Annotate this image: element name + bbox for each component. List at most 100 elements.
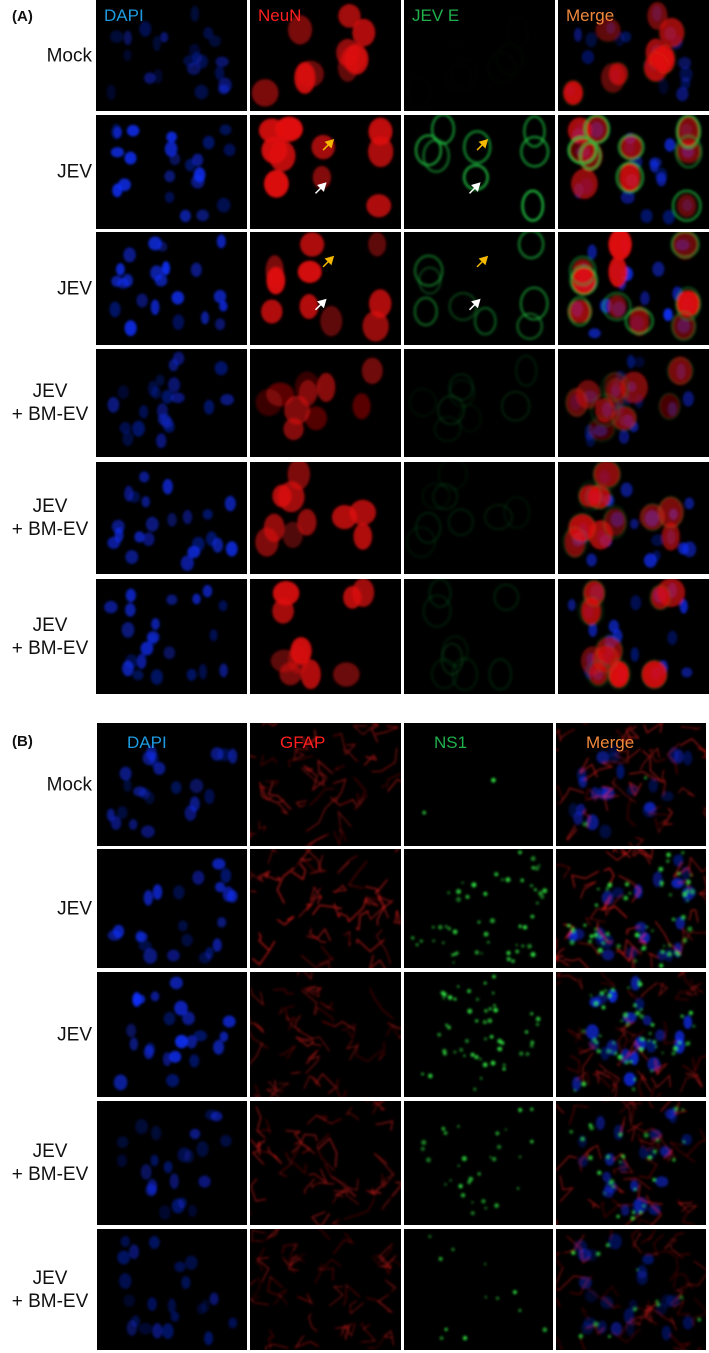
panel-a-micrograph-neun — [250, 349, 401, 457]
yellow-arrow-icon — [476, 255, 489, 268]
row-label: JEV + BM-EV — [6, 495, 94, 541]
yellow-arrow-icon — [322, 138, 335, 151]
row-label-line1: JEV — [57, 161, 92, 183]
micrograph-image — [561, 462, 697, 568]
channel-header: NeuN — [258, 6, 302, 25]
row-label-line1: JEV — [57, 1024, 92, 1045]
panel-b-micrograph-ns1 — [404, 1229, 553, 1350]
panel-a-micrograph-dapi — [96, 115, 247, 229]
channel-header: DAPI — [104, 6, 144, 25]
micrograph-image — [556, 1101, 706, 1225]
micrograph-image — [413, 232, 549, 340]
panel-a-micrograph-merge: Merge — [558, 0, 709, 111]
panel-a-micrograph-dapi — [96, 462, 247, 574]
micrograph-image — [107, 351, 235, 449]
row-label: Mock — [0, 773, 92, 796]
micrograph-image — [563, 1, 693, 105]
row-label-line2: + BM-EV — [11, 1290, 89, 1312]
micrograph-image — [106, 5, 232, 101]
micrograph-image — [556, 849, 706, 968]
micrograph-image — [255, 357, 383, 441]
panel-b-micrograph-ns1 — [404, 1101, 553, 1225]
panel-b-micrograph-gfap — [250, 849, 401, 968]
micrograph-image — [117, 1235, 238, 1346]
micrograph-image — [250, 1229, 401, 1350]
panel-b-micrograph-dapi — [97, 972, 247, 1097]
row-label-line2: + BM-EV — [11, 637, 89, 659]
channel-header: DAPI — [127, 733, 167, 752]
row-label: JEV + BM-EV — [6, 1267, 94, 1313]
panel-a-micrograph-jev-e — [404, 349, 555, 457]
panel-b-micrograph-ns1 — [404, 972, 553, 1097]
panel-b-micrograph-gfap — [250, 1101, 401, 1225]
white-arrow-icon — [468, 298, 481, 311]
panel-b-micrograph-merge — [556, 1101, 706, 1225]
micrograph-image — [556, 723, 706, 846]
micrograph-image — [567, 579, 693, 691]
panel-a-micrograph-neun — [250, 462, 401, 574]
panel-a-label: (A) — [12, 8, 33, 25]
micrograph-image — [255, 462, 377, 557]
micrograph-image — [567, 232, 702, 342]
channel-header: GFAP — [280, 733, 326, 752]
white-arrow-icon — [314, 298, 327, 311]
panel-a-micrograph-dapi — [96, 349, 247, 457]
micrograph-image — [428, 1235, 548, 1341]
panel-b-micrograph-gfap: GFAP — [250, 723, 401, 846]
micrograph-image — [250, 723, 401, 846]
micrograph-image — [116, 1109, 232, 1220]
row-label-line1: JEV — [32, 381, 68, 402]
panel-a-micrograph-neun — [250, 115, 401, 229]
micrograph-image — [104, 584, 228, 685]
row-label: JEV — [0, 161, 92, 184]
micrograph-image — [107, 858, 238, 964]
micrograph-image — [411, 850, 548, 964]
row-label-line1: JEV — [32, 496, 68, 517]
row-label-line1: JEV — [57, 278, 92, 299]
row-label-line1: JEV — [32, 614, 68, 636]
panel-b-micrograph-merge — [556, 1229, 706, 1350]
micrograph-image — [107, 471, 238, 571]
row-label-line1: JEV — [57, 898, 92, 919]
micrograph-image — [109, 234, 228, 337]
micrograph-image — [250, 849, 401, 968]
panel-b-micrograph-ns1 — [404, 849, 553, 968]
channel-header: NS1 — [434, 733, 468, 752]
panel-a-micrograph-jev-e — [404, 232, 555, 345]
micrograph-image — [270, 579, 375, 690]
panel-b-label: (B) — [12, 733, 33, 750]
row-label-line2: + BM-EV — [11, 519, 89, 540]
panel-b-micrograph-merge: Merge — [556, 723, 706, 846]
row-label: JEV — [0, 897, 92, 920]
panel-a-micrograph-jev-e — [404, 115, 555, 229]
panel-a-micrograph-neun: NeuN — [250, 0, 401, 111]
panel-a-micrograph-jev-e — [404, 579, 555, 694]
row-label-line1: JEV — [32, 1267, 68, 1289]
channel-header: Merge — [566, 6, 615, 25]
micrograph-image — [556, 1229, 706, 1350]
micrograph-image — [261, 232, 392, 342]
micrograph-image — [408, 354, 538, 443]
panel-a-micrograph-merge — [558, 115, 709, 229]
panel-a-micrograph-merge — [558, 232, 709, 345]
channel-header: JEV E — [412, 6, 460, 25]
micrograph-image — [250, 1101, 401, 1225]
panel-a-micrograph-merge — [558, 579, 709, 694]
panel-a-micrograph-dapi — [96, 232, 247, 345]
yellow-arrow-icon — [476, 138, 489, 151]
micrograph-image — [420, 1107, 534, 1216]
white-arrow-icon — [468, 182, 481, 194]
channel-header: Merge — [586, 733, 635, 752]
row-label: JEV + BM-EV — [6, 1140, 94, 1186]
panel-a-micrograph-merge — [558, 462, 709, 574]
micrograph-image — [113, 976, 236, 1091]
row-label: JEV + BM-EV — [6, 380, 94, 426]
micrograph-image — [251, 4, 376, 107]
row-label-line1: Mock — [46, 774, 92, 795]
micrograph-image — [422, 579, 520, 692]
row-label: JEV — [0, 277, 92, 300]
panel-a-micrograph-jev-e — [404, 462, 555, 574]
panel-b-micrograph-dapi — [97, 849, 247, 968]
row-label-line1: Mock — [46, 45, 92, 66]
panel-b-micrograph-dapi — [97, 1101, 247, 1225]
